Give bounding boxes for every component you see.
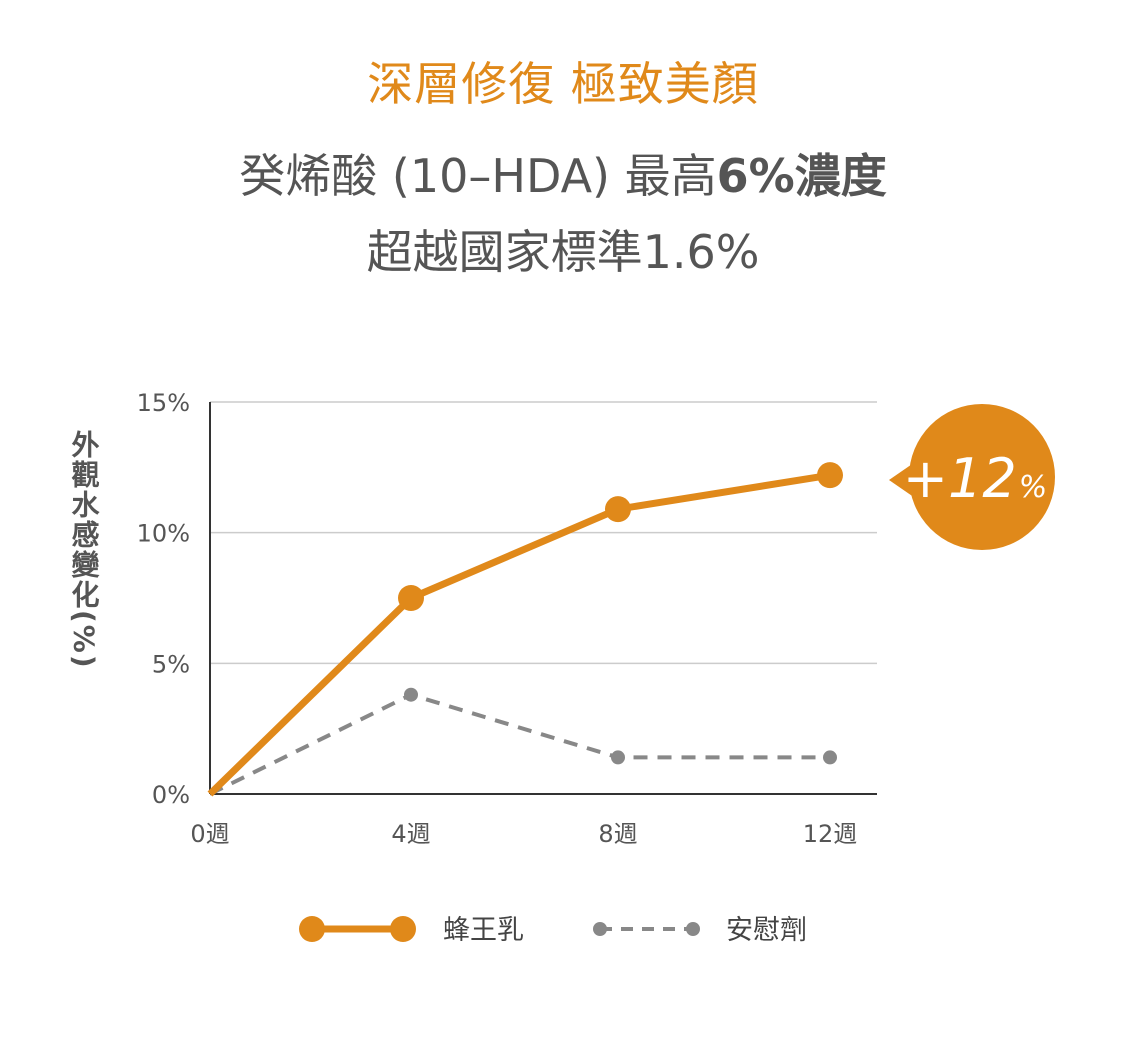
y-axis-label: 外觀水感變化(%) — [68, 430, 101, 670]
point-placebo — [611, 750, 625, 765]
callout-label: +12% — [903, 447, 1047, 510]
x-tick-label: 8週 — [598, 820, 637, 848]
callout-circle — [909, 404, 1055, 550]
legend-label-placebo: 安慰劑 — [726, 915, 807, 946]
point-royal-jelly — [398, 585, 424, 611]
legend-marker-royal-jelly — [390, 916, 416, 942]
x-tick-label: 0週 — [190, 820, 229, 848]
y-tick-label: 15% — [137, 389, 190, 417]
y-tick-label: 0% — [152, 781, 190, 809]
point-royal-jelly — [817, 462, 843, 489]
legend-marker-placebo — [686, 922, 700, 936]
grid-lines — [210, 401, 877, 665]
callout-number: +12 — [903, 447, 1017, 510]
legend-marker-placebo — [593, 922, 607, 936]
y-tick-label: 5% — [152, 650, 190, 678]
legend: 蜂王乳 安慰劑 — [299, 915, 807, 946]
x-tick-label: 4週 — [391, 820, 430, 848]
headline-concentration-value: 6%濃度 — [716, 149, 887, 203]
headline-standard: 超越國家標準1.6% — [366, 225, 760, 279]
headline-concentration-prefix: 癸烯酸 (10–HDA) 最高 — [239, 149, 717, 203]
headline-title: 深層修復 極致美顏 — [367, 57, 759, 111]
legend-label-royal-jelly: 蜂王乳 — [443, 915, 524, 946]
series-group — [207, 462, 843, 797]
headline-concentration: 癸烯酸 (10–HDA) 最高6%濃度 — [0, 140, 1126, 206]
callout-unit: % — [1019, 470, 1048, 505]
legend-marker-royal-jelly — [299, 916, 325, 942]
point-placebo — [823, 750, 837, 765]
axes — [209, 402, 877, 795]
point-royal-jelly — [605, 496, 631, 523]
series-line-placebo — [209, 692, 830, 796]
callout-pointer — [889, 460, 918, 500]
y-tick-label: 10% — [137, 520, 190, 548]
point-placebo — [404, 687, 418, 702]
tick-labels: 0% 5% 10% 15% 0週 4週 8週 12週 — [137, 389, 858, 848]
series-line-royal-jelly — [207, 471, 831, 797]
callout-badge: +12% — [889, 404, 1055, 550]
x-tick-label: 12週 — [803, 820, 858, 848]
